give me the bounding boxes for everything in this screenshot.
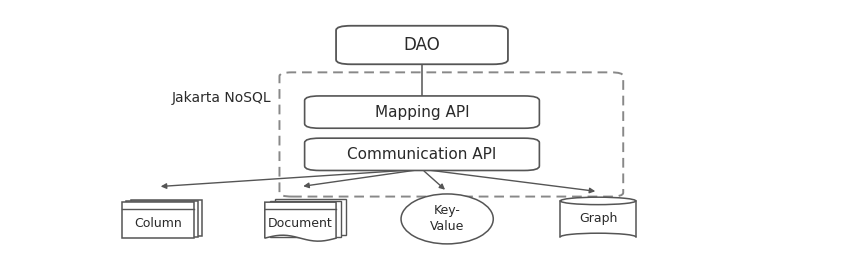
Text: Mapping API: Mapping API	[375, 105, 469, 120]
Text: Key-
Value: Key- Value	[430, 204, 464, 233]
PathPatch shape	[265, 202, 336, 241]
Bar	[275, 199, 346, 235]
Bar	[270, 201, 341, 237]
Bar	[122, 202, 193, 238]
Text: Jakarta NoSQL: Jakarta NoSQL	[171, 91, 271, 105]
Bar	[560, 201, 636, 237]
FancyBboxPatch shape	[305, 96, 539, 128]
Ellipse shape	[560, 197, 636, 205]
Text: Column: Column	[134, 217, 181, 230]
Text: Communication API: Communication API	[348, 147, 496, 162]
FancyBboxPatch shape	[305, 138, 539, 170]
Text: DAO: DAO	[403, 36, 441, 54]
Bar	[131, 200, 202, 236]
Bar	[127, 201, 197, 237]
Ellipse shape	[401, 194, 493, 244]
Text: Graph: Graph	[579, 212, 617, 225]
Text: Document: Document	[268, 217, 333, 230]
FancyBboxPatch shape	[336, 26, 508, 64]
